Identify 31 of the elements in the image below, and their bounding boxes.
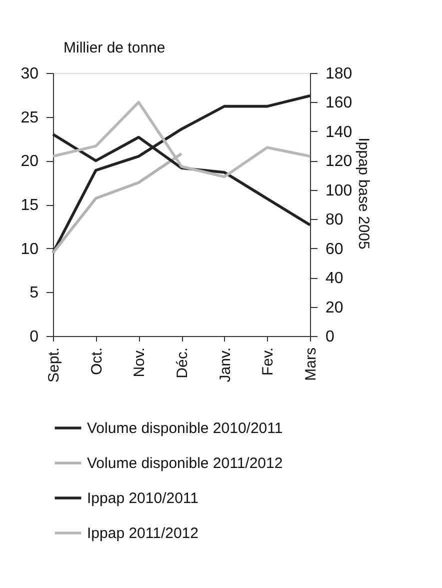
y-tick-label: 25	[20, 109, 39, 126]
y2-axis-title: Ippap base 2005	[355, 138, 372, 250]
x-tick-label: Janv.	[216, 348, 234, 382]
y-tick-label: 20	[20, 153, 39, 170]
x-tick-label: Nov.	[131, 348, 148, 378]
y-tick-label: 30	[20, 66, 39, 82]
x-tick-label: Oct.	[88, 348, 106, 376]
x-tick-label: Fev.	[260, 348, 277, 376]
y-tick-label: 5	[30, 284, 39, 302]
x-tick-label: Mars	[302, 348, 320, 381]
y-axis-title: Millier de tonne	[64, 40, 166, 56]
y-tick-label: 0	[30, 328, 39, 346]
y2-tick-label: 140	[326, 124, 352, 141]
x-tick-label: Sept.	[46, 348, 62, 383]
y2-tick-label: 60	[326, 240, 344, 258]
y-tick-label: 10	[20, 240, 39, 258]
line-series	[52, 94, 312, 254]
x-tick-label: Déc.	[174, 348, 191, 378]
y-tick-label: 15	[20, 197, 39, 214]
y2-tick-label: 180	[326, 66, 352, 82]
legend-label: Volume disponible 2010/2011	[87, 420, 283, 437]
y2-tick-label: 40	[326, 270, 344, 288]
y2-tick-label: 160	[326, 94, 352, 112]
y2-tick-label: 20	[326, 299, 344, 316]
y2-tick-label: 100	[326, 182, 352, 200]
legend-label: Ippap 2010/2011	[87, 490, 198, 507]
y2-tick-label: 0	[326, 328, 334, 346]
y2-tick-label: 120	[326, 153, 352, 170]
legend-label: Volume disponible 2011/2012	[87, 455, 283, 472]
legend-label: Ippap 2011/2012	[87, 525, 198, 542]
y2-tick-label: 80	[326, 212, 344, 229]
